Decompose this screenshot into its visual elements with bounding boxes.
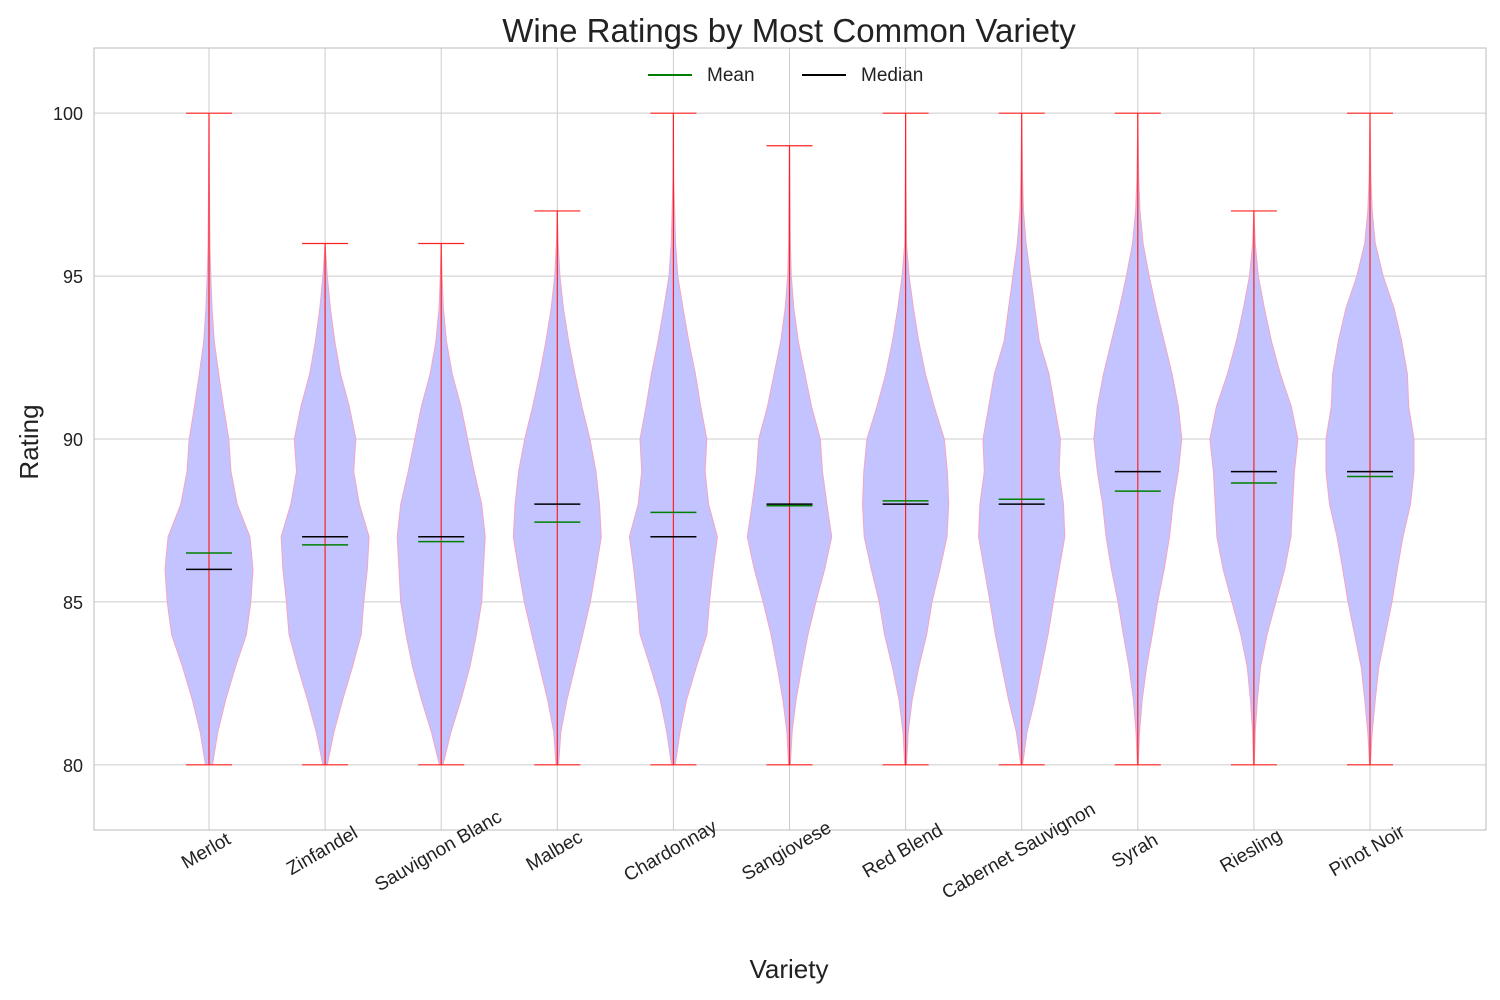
legend-mean-label: Mean (707, 65, 755, 86)
violin-zinfandel (280, 242, 370, 766)
violin-sangiovese (746, 145, 833, 766)
y-tick-label: 80 (63, 756, 83, 776)
violin-merlot (164, 112, 254, 766)
violin-red-blend (861, 112, 950, 766)
violin-syrah (1093, 112, 1183, 766)
y-tick-label: 85 (63, 593, 83, 613)
legend: Mean Median (648, 65, 923, 86)
y-tick-label: 90 (63, 430, 83, 450)
violin-riesling (1209, 210, 1299, 766)
violin-malbec (512, 210, 602, 766)
y-tick-labels: 80 85 90 95 100 (53, 104, 83, 776)
violin-pinot-noir (1325, 112, 1415, 766)
x-axis-label: Variety (750, 954, 829, 984)
y-tick-label: 100 (53, 104, 83, 124)
chart-title: Wine Ratings by Most Common Variety (502, 12, 1076, 49)
violin-chardonnay (628, 112, 718, 766)
y-tick-label: 95 (63, 267, 83, 287)
violin-cabernet-sauvignon (978, 112, 1066, 766)
violin-sauvignon-blanc (396, 242, 486, 766)
plot-frame (93, 47, 1487, 831)
violins (164, 112, 1415, 766)
legend-median-label: Median (861, 65, 923, 86)
y-axis-label: Rating (14, 404, 44, 479)
